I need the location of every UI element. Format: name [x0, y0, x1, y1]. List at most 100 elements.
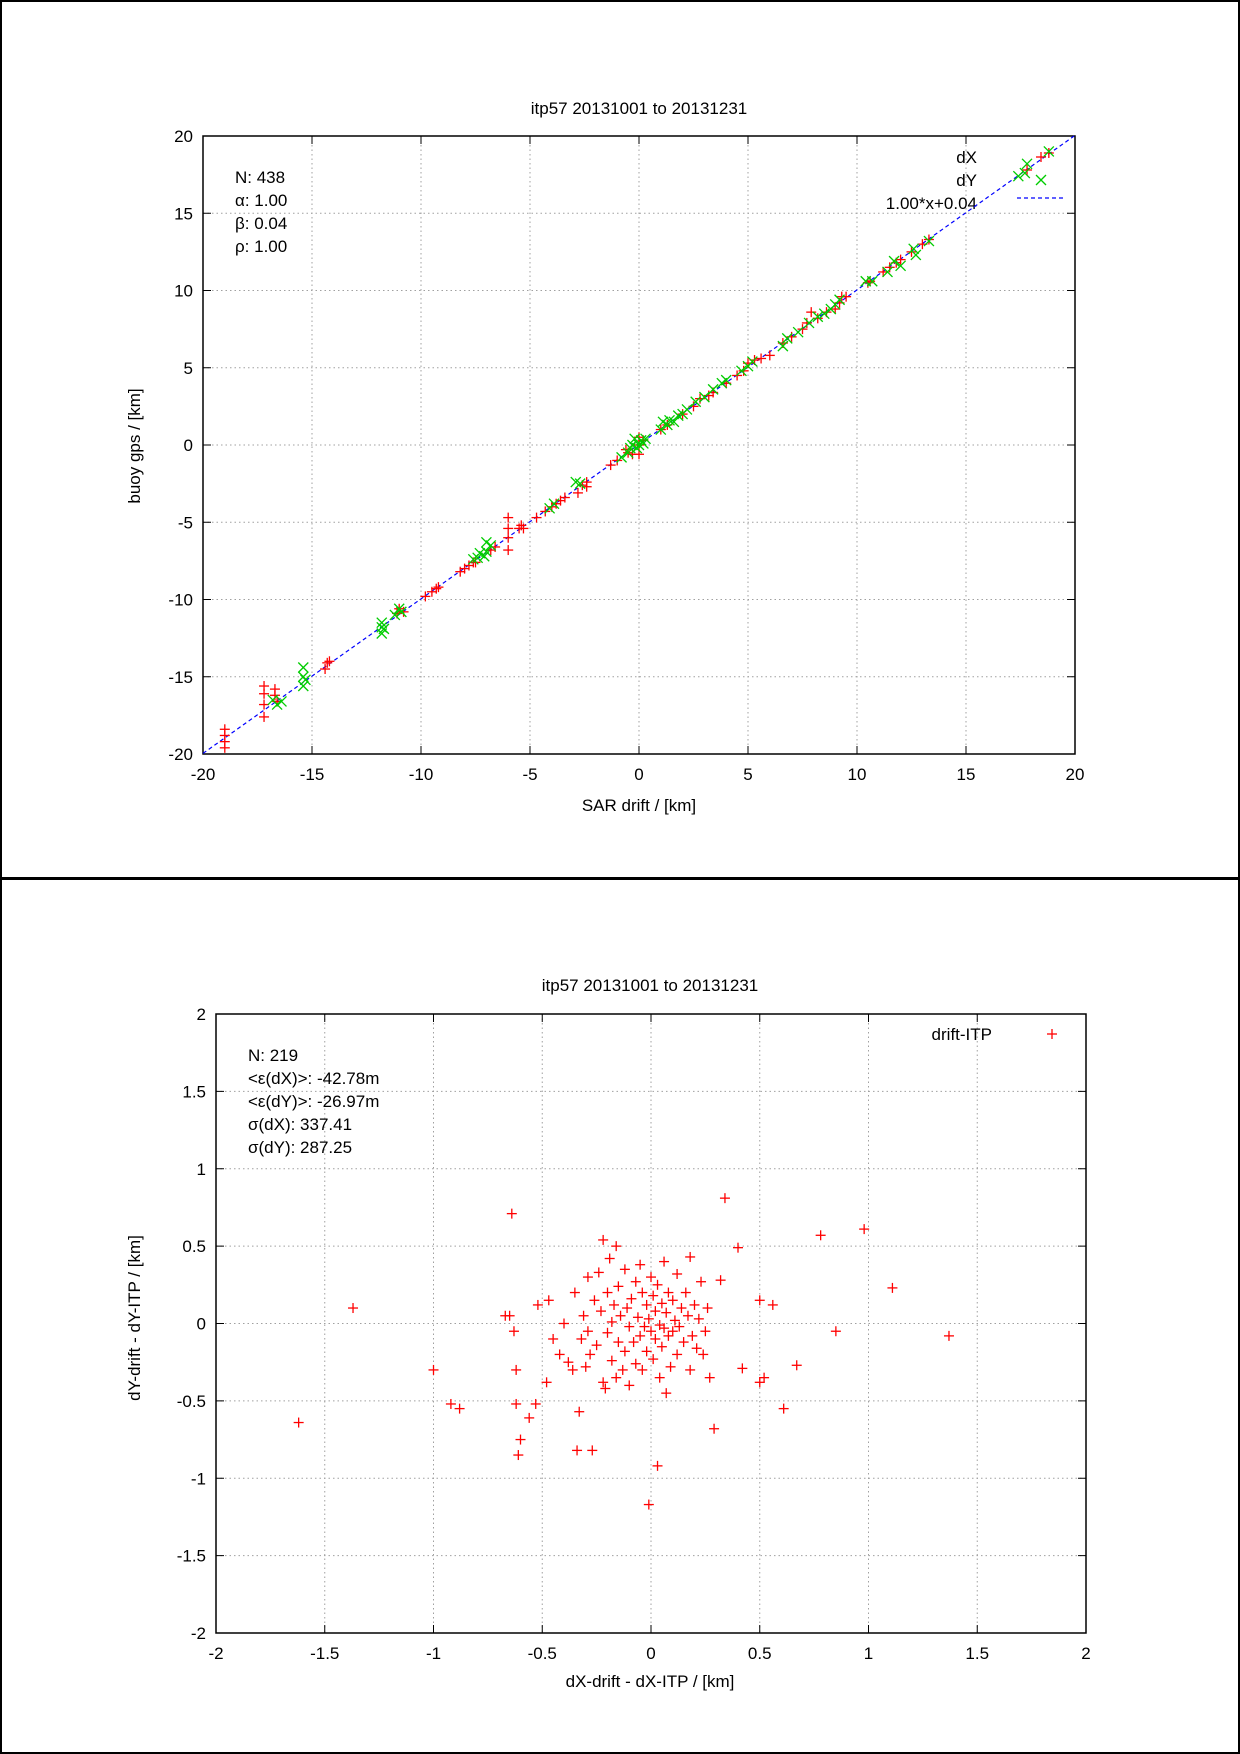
point-dY	[690, 396, 702, 408]
point-dY-b	[882, 266, 893, 278]
point-dX	[320, 664, 331, 675]
point-dY	[834, 294, 846, 306]
point-drift-ITP	[754, 1377, 765, 1388]
point-drift-ITP	[652, 1279, 663, 1290]
point-dY-b	[818, 308, 830, 320]
y-tick-label: -15	[168, 668, 193, 687]
point-dX	[923, 234, 934, 245]
legend-sample-b	[1035, 174, 1047, 186]
legend-label: drift-ITP	[932, 1025, 992, 1044]
point-drift-ITP	[567, 1364, 578, 1375]
point-dX	[259, 699, 270, 710]
point-dX	[801, 317, 812, 328]
point-dY-b	[923, 235, 935, 247]
point-dY	[895, 260, 907, 272]
point-dX	[756, 353, 767, 364]
point-dX	[259, 711, 270, 722]
point-dY-b	[707, 383, 719, 395]
point-drift-ITP	[943, 1330, 954, 1341]
point-drift-ITP	[887, 1282, 898, 1293]
point-drift-ITP	[635, 1259, 646, 1270]
point-drift-ITP	[598, 1377, 609, 1388]
x-tick-label: -0.5	[528, 1644, 557, 1663]
point-dX	[503, 532, 514, 543]
bottom-chart-panel: itp57 20131001 to 20131231 dX-drift - dX…	[0, 877, 1240, 1754]
x-tick-label: 20	[1066, 765, 1085, 784]
y-tick-label: 1	[197, 1160, 206, 1179]
point-drift-ITP	[600, 1383, 611, 1394]
chart-title: itp57 20131001 to 20131231	[542, 976, 758, 995]
point-drift-ITP	[665, 1361, 676, 1372]
point-dX	[518, 523, 529, 534]
point-dY-b	[574, 478, 586, 490]
point-drift-ITP	[293, 1417, 304, 1428]
point-drift-ITP	[615, 1310, 626, 1321]
x-tick-label: 0	[634, 765, 643, 784]
point-drift-ITP	[696, 1276, 707, 1287]
point-drift-ITP	[682, 1310, 693, 1321]
point-drift-ITP	[541, 1377, 552, 1388]
stats-line: <ε(dX)>: -42.78m	[248, 1069, 379, 1088]
point-dX	[806, 307, 817, 318]
x-axis-label: dX-drift - dX-ITP / [km]	[566, 1672, 735, 1691]
point-dX	[878, 266, 889, 277]
point-dY-b	[629, 433, 641, 445]
point-dX	[503, 523, 514, 534]
point-drift-ITP	[680, 1287, 691, 1298]
x-tick-label: 10	[848, 765, 867, 784]
point-drift-ITP	[685, 1364, 696, 1375]
point-drift-ITP	[685, 1251, 696, 1262]
point-drift-ITP	[585, 1349, 596, 1360]
stats-line: σ(dY): 287.25	[248, 1138, 352, 1157]
point-drift-ITP	[659, 1256, 670, 1267]
point-dY	[485, 539, 497, 551]
point-dY-b	[548, 498, 560, 510]
point-drift-ITP	[593, 1267, 604, 1278]
point-dX	[1043, 147, 1054, 158]
top-chart-panel: itp57 20131001 to 20131231 SAR drift / […	[0, 0, 1240, 877]
point-drift-ITP	[559, 1318, 569, 1329]
point-dY	[923, 235, 935, 247]
y-tick-label: 20	[174, 127, 193, 146]
point-drift-ITP	[691, 1343, 702, 1354]
y-tick-label: 0	[184, 436, 193, 455]
point-dY	[707, 383, 719, 395]
point-dX	[572, 487, 583, 498]
point-drift-ITP	[506, 1208, 517, 1219]
point-drift-ITP	[445, 1398, 456, 1409]
point-dY	[736, 365, 747, 377]
point-drift-ITP	[524, 1412, 535, 1423]
point-dY-b	[888, 255, 900, 267]
point-drift-ITP	[554, 1349, 565, 1360]
point-drift-ITP	[659, 1323, 670, 1334]
y-tick-label: -10	[168, 591, 193, 610]
point-dY-b	[297, 680, 309, 692]
point-drift-ITP	[604, 1253, 615, 1264]
point-drift-ITP	[630, 1276, 641, 1287]
point-drift-ITP	[656, 1341, 667, 1352]
point-dY-b	[908, 243, 920, 255]
point-dX	[865, 276, 876, 287]
point-dY	[908, 243, 920, 255]
y-axis-label: buoy gps / [km]	[125, 388, 144, 503]
point-drift-ITP	[613, 1337, 624, 1348]
point-dY-b	[812, 311, 824, 323]
point-dY	[276, 696, 287, 707]
legend-sample	[1036, 152, 1046, 162]
point-drift-ITP	[663, 1330, 674, 1341]
y-tick-label: -2	[191, 1624, 206, 1643]
point-drift-ITP	[669, 1315, 680, 1326]
point-drift-ITP	[532, 1299, 543, 1310]
x-tick-label: -20	[191, 765, 216, 784]
point-dX	[895, 254, 906, 265]
stats-line: β: 0.04	[235, 214, 287, 233]
point-drift-ITP	[704, 1372, 715, 1383]
point-dY	[616, 451, 628, 463]
point-drift-ITP	[648, 1290, 659, 1301]
point-dY-b	[781, 332, 793, 344]
point-drift-ITP	[563, 1357, 574, 1368]
point-drift-ITP	[637, 1364, 648, 1375]
x-tick-label: 5	[743, 765, 752, 784]
point-drift-ITP	[622, 1303, 633, 1314]
point-dY-b	[834, 294, 846, 306]
